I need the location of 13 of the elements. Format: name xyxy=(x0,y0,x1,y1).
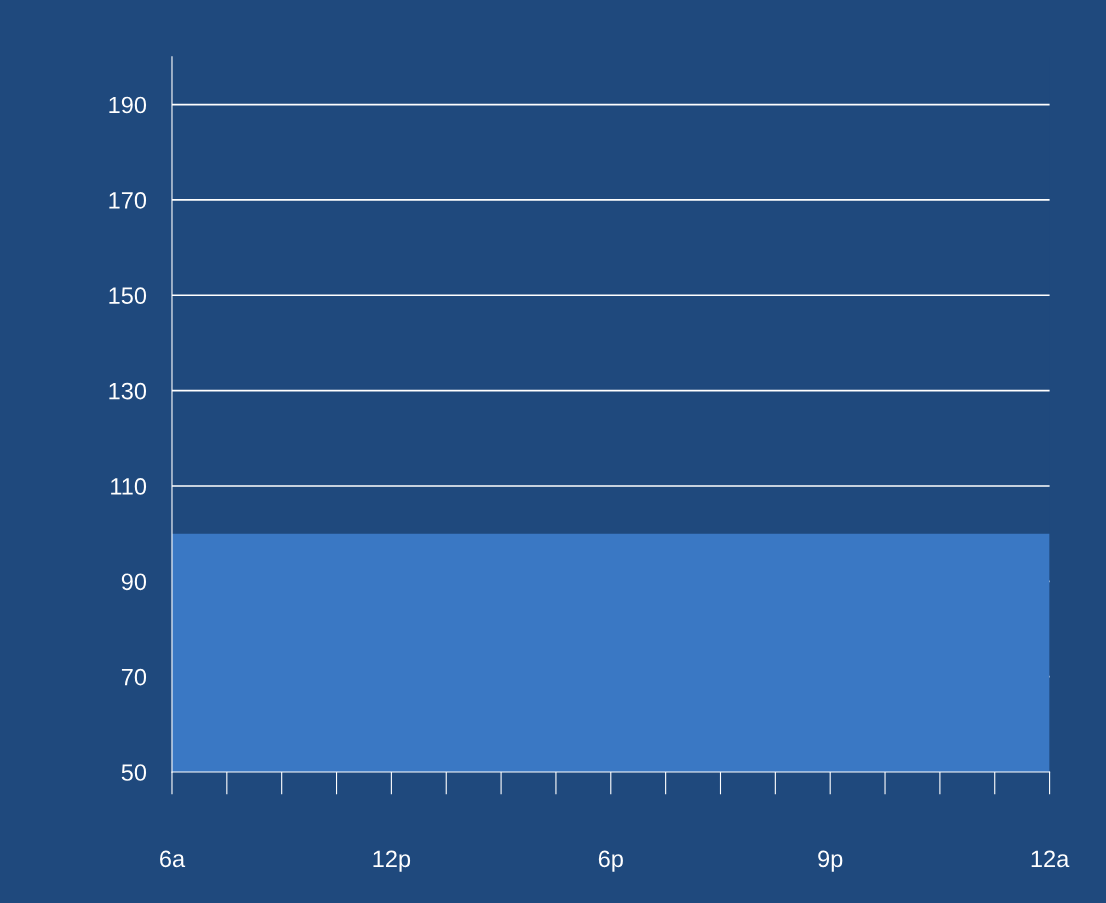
y-tick-label: 190 xyxy=(109,96,147,114)
x-tick-label: 12p xyxy=(373,850,411,872)
y-tick-label: 130 xyxy=(109,382,147,400)
x-tick-label: 6a xyxy=(160,850,186,868)
y-tick-label: 70 xyxy=(121,668,147,686)
x-tick-label: 9p xyxy=(818,850,843,872)
x-tick-label: 12a xyxy=(1031,850,1070,868)
y-tick-label: 150 xyxy=(109,287,147,305)
y-tick-label: 50 xyxy=(121,764,147,781)
y-tick-label: 170 xyxy=(109,191,147,209)
y-tick-label: 110 xyxy=(111,478,147,495)
y-tick-label: 90 xyxy=(121,573,147,591)
x-tick-label: 6p xyxy=(598,850,623,872)
